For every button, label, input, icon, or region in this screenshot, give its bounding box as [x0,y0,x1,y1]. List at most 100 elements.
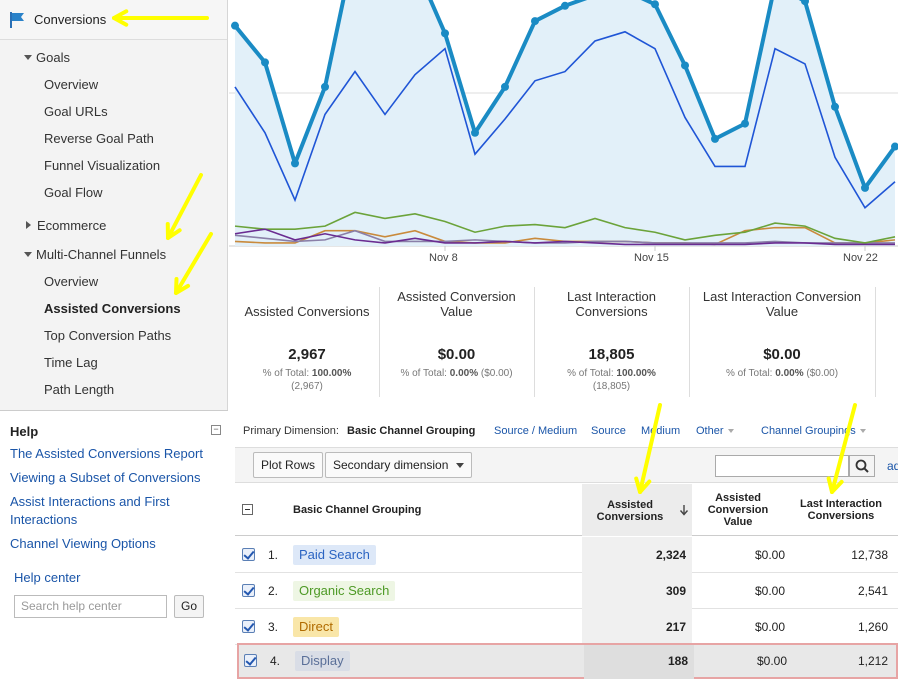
nav-time-lag[interactable]: Time Lag [44,355,98,370]
assisted-value-cell: $0.00 [754,548,785,562]
help-title: Help [10,424,39,439]
help-center-link[interactable]: Help center [14,570,81,585]
header-last-interaction-conversions[interactable]: Last Interaction Conversions [800,498,882,522]
trend-chart: 100 Nov 8 Nov 15 Nov 22 [229,0,898,285]
dimension-source[interactable]: Source [591,425,626,437]
scorecard-last-interaction[interactable]: Last Interaction Conversions 18,805 % of… [534,285,689,403]
last-interaction-cell: 1,260 [857,620,888,634]
table-row[interactable]: 1. Paid Search 2,324 $0.00 12,738 [235,537,898,573]
table-row[interactable]: 3. Direct 217 $0.00 1,260 [235,609,898,645]
scorecard-assisted-value[interactable]: Assisted Conversion Value $0.00 % of Tot… [379,285,534,403]
data-point [651,0,659,9]
last-interaction-cell: 12,738 [851,548,888,562]
last-interaction-cell: 2,541 [857,584,888,598]
nav-top-conversion-paths[interactable]: Top Conversion Paths [44,328,172,343]
nav-conversions-header[interactable]: Conversions [0,0,227,40]
channel-chip[interactable]: Paid Search [293,545,376,565]
nav-reverse-goal-path[interactable]: Reverse Goal Path [44,131,154,146]
help-link-channel-viewing[interactable]: Channel Viewing Options [10,536,156,551]
scorecard-title: Assisted Conversions [244,304,370,319]
chevron-down-icon [456,463,465,468]
data-point [741,119,749,128]
channel-chip[interactable]: Display [295,651,350,671]
table-search-input[interactable] [715,455,849,477]
header-assisted-conversion-value[interactable]: Assisted Conversion Value [707,492,769,528]
x-tick-label: Nov 8 [429,252,458,264]
caret-down-icon [24,55,32,60]
scorecard-pct: % of Total: 0.00% ($0.00) [725,368,839,379]
scorecard-edge [875,285,898,403]
nav-ecommerce[interactable]: Ecommerce [26,218,106,233]
nav-mcf-overview[interactable]: Overview [44,274,99,289]
nav-assisted-conversions[interactable]: Assisted Conversions [44,301,181,316]
last-interaction-cell: 1,212 [857,654,888,668]
data-point [321,82,329,91]
help-link-assist-interactions[interactable]: Assist Interactions and First Interactio… [10,494,170,527]
help-link-subset[interactable]: Viewing a Subset of Conversions [10,470,201,485]
nav-goal-urls[interactable]: Goal URLs [44,104,108,119]
table-row-selected[interactable]: 4. Display 188 $0.00 1,212 [237,643,898,679]
channel-chip[interactable]: Organic Search [293,581,396,601]
scorecard-pct: % of Total: 100.00% (18,805) [567,368,656,392]
channel-chip[interactable]: Direct [293,617,339,637]
data-point [261,58,269,67]
dimension-other[interactable]: Other [696,425,734,437]
data-point [531,17,539,26]
sort-arrow-icon [679,505,689,516]
nav-conversions-label: Conversions [34,12,107,27]
secondary-dimension-select[interactable]: Secondary dimension [325,452,473,478]
select-all-checkbox[interactable] [242,504,253,515]
row-number: 4. [270,654,281,668]
nav-goals[interactable]: Goals [24,50,70,65]
nav-goals-overview[interactable]: Overview [44,77,99,92]
assisted-value-cell: $0.00 [756,654,787,668]
scorecards: Assisted Conversions 2,967 % of Total: 1… [229,285,898,403]
caret-down-icon [24,252,32,257]
header-basic-channel-grouping[interactable]: Basic Channel Grouping [293,504,422,516]
dimension-current: Basic Channel Grouping [347,425,476,437]
nav-mcf-label: Multi-Channel Funnels [36,247,167,262]
dimension-source-medium[interactable]: Source / Medium [494,425,578,437]
data-point [561,1,569,10]
nav-ecommerce-label: Ecommerce [37,218,107,233]
scorecard-last-interaction-value[interactable]: Last Interaction Conversion Value $0.00 … [689,285,875,403]
scorecard-assisted-conversions[interactable]: Assisted Conversions 2,967 % of Total: 1… [235,285,379,403]
advanced-link[interactable]: ad [887,459,898,473]
help-search-input[interactable]: Search help center [14,595,167,618]
help-link-assisted-report[interactable]: The Assisted Conversions Report [10,446,203,461]
data-point [711,134,719,143]
data-point [291,159,299,168]
collapse-icon[interactable]: − [211,425,221,435]
table-search-button[interactable] [849,455,875,477]
row-checkbox[interactable] [244,654,257,667]
series-line [234,228,895,246]
table-row[interactable]: 2. Organic Search 309 $0.00 2,541 [235,573,898,609]
scorecard-value: 18,805 [588,346,635,363]
header-assisted-conversions[interactable]: Assisted Conversions [596,499,664,523]
scorecard-title: Last Interaction Conversions [567,289,656,319]
help-go-button[interactable]: Go [174,595,204,618]
scorecard-value: $0.00 [763,346,801,363]
data-point [681,61,689,70]
secondary-dimension-label: Secondary dimension [333,458,449,472]
nav-path-length[interactable]: Path Length [44,382,115,397]
caret-right-icon [26,221,31,229]
help-panel: Help − The Assisted Conversions Report V… [0,410,228,679]
scorecard-title: Assisted Conversion Value [397,289,516,319]
series-line [234,30,896,209]
dimension-medium[interactable]: Medium [641,425,681,437]
nav-multi-channel-funnels[interactable]: Multi-Channel Funnels [24,247,166,262]
nav-funnel-visualization[interactable]: Funnel Visualization [44,158,161,173]
row-checkbox[interactable] [242,584,255,597]
row-checkbox[interactable] [242,548,255,561]
search-icon [855,459,869,473]
row-checkbox[interactable] [242,620,255,633]
plot-rows-button[interactable]: Plot Rows [253,452,324,478]
primary-dimension-label: Primary Dimension: [243,425,339,437]
assisted-value-cell: $0.00 [754,584,785,598]
assisted-conversions-cell: 309 [665,584,686,598]
dimension-channel-groupings[interactable]: Channel Groupings [761,425,866,437]
data-point [861,183,869,192]
primary-dimension-bar: Primary Dimension: Basic Channel Groupin… [229,420,898,444]
nav-goal-flow[interactable]: Goal Flow [44,185,103,200]
